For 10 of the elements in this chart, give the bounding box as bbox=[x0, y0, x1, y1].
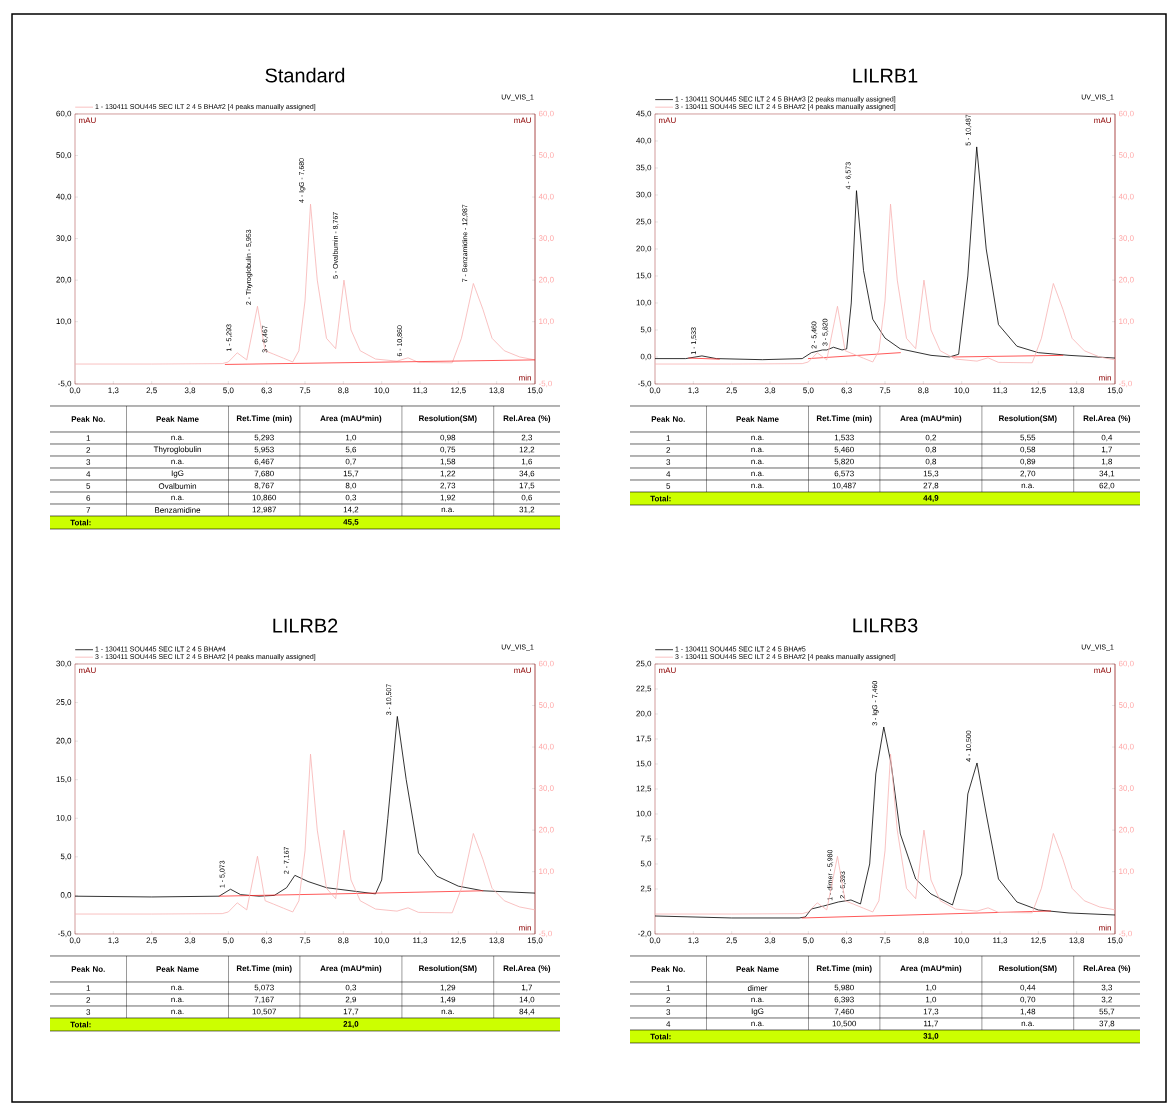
chart-title: LILRB3 bbox=[853, 618, 918, 633]
chart-title: LILRB1 bbox=[853, 68, 918, 83]
line-series bbox=[655, 146, 1116, 361]
chart-title: Standard bbox=[265, 67, 345, 83]
line-series bbox=[655, 753, 1116, 915]
line-series bbox=[655, 203, 1116, 365]
line-series bbox=[75, 753, 536, 915]
chart-title: LILRB2 bbox=[273, 618, 338, 633]
line-series bbox=[75, 716, 536, 898]
line-series bbox=[655, 726, 1116, 919]
